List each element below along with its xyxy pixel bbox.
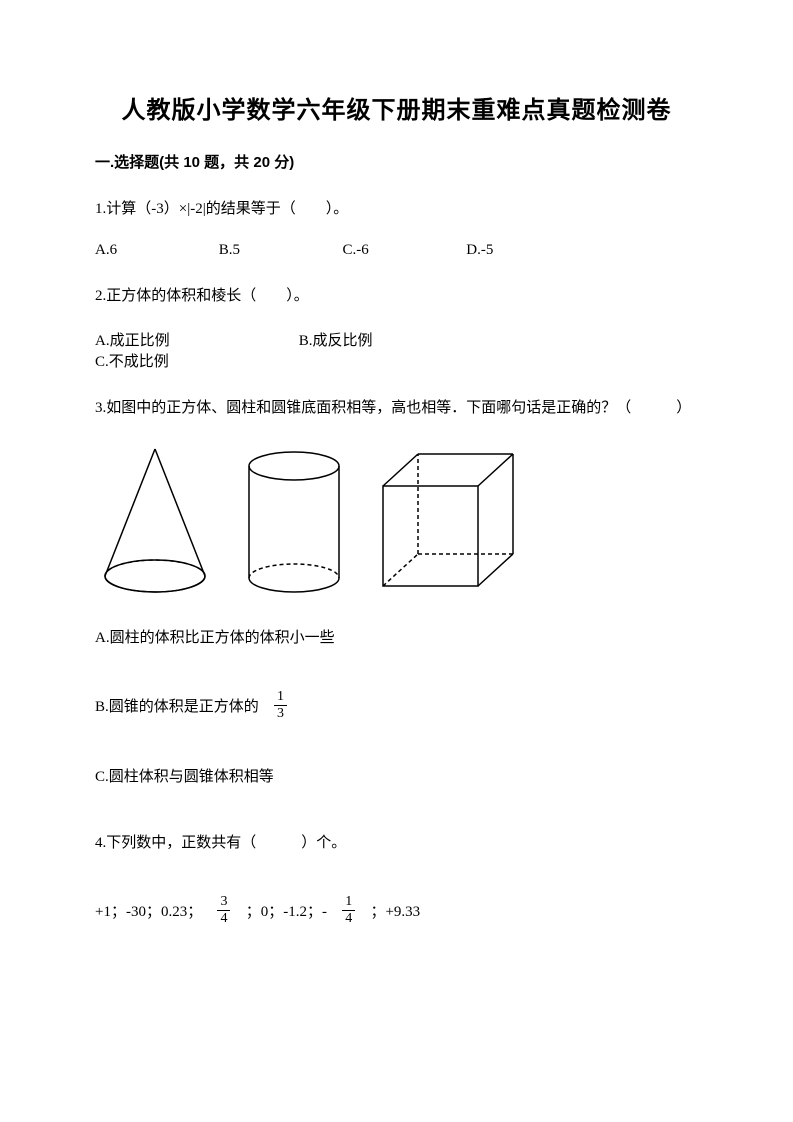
question-3: 3.如图中的正方体、圆柱和圆锥底面积相等，高也相等．下面哪句话是正确的？（ ） bbox=[95, 393, 698, 423]
frac-num: 3 bbox=[217, 895, 230, 911]
opt-a: A.成正比例 bbox=[95, 329, 295, 350]
question-3-opt-b: B.圆锥的体积是正方体的 1 3 bbox=[95, 692, 698, 723]
opt-d: D.-5 bbox=[466, 242, 586, 259]
frac-num: 1 bbox=[274, 690, 287, 706]
question-1-options: A.6 B.5 C.-6 D.-5 bbox=[95, 242, 698, 259]
list-mid: ；0；-1.2；- bbox=[246, 904, 327, 920]
cube-icon bbox=[373, 446, 528, 596]
fraction: 1 3 bbox=[274, 690, 287, 721]
opt-c: C.-6 bbox=[343, 242, 463, 259]
question-3-opt-a: A.圆柱的体积比正方体的体积小一些 bbox=[95, 626, 698, 650]
opt-b-text: B.圆锥的体积是正方体的 bbox=[95, 699, 259, 715]
question-4-list: +1；-30；0.23； 3 4 ；0；-1.2；- 1 4 ；+9.33 bbox=[95, 897, 698, 928]
frac-den: 4 bbox=[342, 911, 355, 926]
cylinder-icon bbox=[239, 446, 349, 596]
list-pre: +1；-30；0.23； bbox=[95, 904, 202, 920]
question-2: 2.正方体的体积和棱长（ ）。 bbox=[95, 281, 698, 311]
frac-den: 4 bbox=[217, 911, 230, 926]
frac-num: 1 bbox=[342, 895, 355, 911]
opt-b: B.成反比例 bbox=[299, 329, 499, 350]
shapes-row bbox=[95, 441, 698, 596]
cone-icon bbox=[95, 441, 215, 596]
fraction: 1 4 bbox=[342, 895, 355, 926]
question-3-opt-c: C.圆柱体积与圆锥体积相等 bbox=[95, 765, 698, 789]
opt-c: C.不成比例 bbox=[95, 350, 295, 371]
fraction: 3 4 bbox=[217, 895, 230, 926]
frac-den: 3 bbox=[274, 706, 287, 721]
opt-b: B.5 bbox=[219, 242, 339, 259]
list-post: ；+9.33 bbox=[370, 904, 420, 920]
opt-a: A.6 bbox=[95, 242, 215, 259]
section-header: 一.选择题(共 10 题，共 20 分) bbox=[95, 151, 698, 172]
question-1: 1.计算（-3）×|-2|的结果等于（ ）。 bbox=[95, 194, 698, 224]
page-title: 人教版小学数学六年级下册期末重难点真题检测卷 bbox=[95, 90, 698, 125]
question-4: 4.下列数中，正数共有（ ）个。 bbox=[95, 831, 698, 855]
question-2-options: A.成正比例 B.成反比例 C.不成比例 bbox=[95, 329, 698, 371]
